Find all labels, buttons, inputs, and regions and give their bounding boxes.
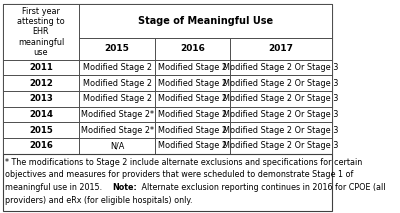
Bar [2, 60, 80, 75]
Text: 2016: 2016 [180, 44, 205, 53]
Text: Modified Stage 2 Or Stage 3: Modified Stage 2 Or Stage 3 [223, 63, 339, 72]
Text: Modified Stage 2: Modified Stage 2 [158, 141, 227, 150]
Text: N/A: N/A [110, 141, 124, 150]
Text: First year
attesting to
EHR
meaningful
use: First year attesting to EHR meaningful u… [17, 7, 65, 57]
Bar [230, 60, 332, 75]
Text: meaningful use in 2015.: meaningful use in 2015. [5, 183, 105, 192]
Text: Modified Stage 2: Modified Stage 2 [82, 63, 152, 72]
Bar [230, 122, 332, 138]
Bar [2, 75, 80, 91]
Bar [155, 138, 230, 154]
Bar [80, 4, 332, 38]
Text: Modified Stage 2: Modified Stage 2 [158, 94, 227, 103]
Text: providers) and eRx (for eligible hospitals) only.: providers) and eRx (for eligible hospita… [5, 196, 192, 205]
Text: Modified Stage 2 Or Stage 3: Modified Stage 2 Or Stage 3 [223, 110, 339, 119]
Bar [2, 138, 80, 154]
Bar [2, 107, 80, 122]
Text: * The modifications to Stage 2 include alternate exclusions and specifications f: * The modifications to Stage 2 include a… [5, 158, 362, 167]
Text: Modified Stage 2 Or Stage 3: Modified Stage 2 Or Stage 3 [223, 126, 339, 135]
Text: 2016: 2016 [29, 141, 53, 150]
Text: Note:: Note: [112, 183, 137, 192]
Text: Modified Stage 2: Modified Stage 2 [158, 79, 227, 88]
Text: 2011: 2011 [29, 63, 53, 72]
Text: Modified Stage 2: Modified Stage 2 [82, 94, 152, 103]
Text: Stage of Meaningful Use: Stage of Meaningful Use [138, 16, 273, 26]
Bar [155, 122, 230, 138]
Bar [230, 38, 332, 60]
Text: Modified Stage 2 Or Stage 3: Modified Stage 2 Or Stage 3 [223, 79, 339, 88]
Bar [155, 75, 230, 91]
Bar [230, 75, 332, 91]
Bar [155, 60, 230, 75]
Text: Modified Stage 2: Modified Stage 2 [82, 79, 152, 88]
Text: objectives and measures for providers that were scheduled to demonstrate Stage 1: objectives and measures for providers th… [5, 170, 353, 179]
Text: Modified Stage 2 Or Stage 3: Modified Stage 2 Or Stage 3 [223, 141, 339, 150]
Bar [2, 122, 80, 138]
Bar [80, 107, 155, 122]
Bar [80, 60, 155, 75]
Text: 2015: 2015 [105, 44, 130, 53]
Bar [80, 38, 155, 60]
Bar [155, 107, 230, 122]
Text: Modified Stage 2*: Modified Stage 2* [80, 126, 154, 135]
Bar [80, 75, 155, 91]
Text: Modified Stage 2*: Modified Stage 2* [80, 110, 154, 119]
Bar [155, 91, 230, 107]
Bar [2, 154, 332, 211]
Text: 2017: 2017 [268, 44, 294, 53]
Bar [2, 91, 80, 107]
Bar [80, 138, 155, 154]
Text: 2014: 2014 [29, 110, 53, 119]
Text: Modified Stage 2: Modified Stage 2 [158, 126, 227, 135]
Bar [2, 4, 332, 38]
Text: Modified Stage 2: Modified Stage 2 [158, 110, 227, 119]
Bar [80, 122, 155, 138]
Bar [2, 38, 332, 154]
Bar [230, 91, 332, 107]
Text: Alternate exclusion reporting continues in 2016 for CPOE (all: Alternate exclusion reporting continues … [139, 183, 386, 192]
Bar [230, 138, 332, 154]
Bar [155, 38, 230, 60]
Bar [230, 107, 332, 122]
Bar [2, 4, 80, 60]
Text: Modified Stage 2: Modified Stage 2 [158, 63, 227, 72]
Text: 2012: 2012 [29, 79, 53, 88]
Text: 2013: 2013 [29, 94, 53, 103]
Text: Modified Stage 2 Or Stage 3: Modified Stage 2 Or Stage 3 [223, 94, 339, 103]
Text: 2015: 2015 [29, 126, 53, 135]
Bar [80, 91, 155, 107]
